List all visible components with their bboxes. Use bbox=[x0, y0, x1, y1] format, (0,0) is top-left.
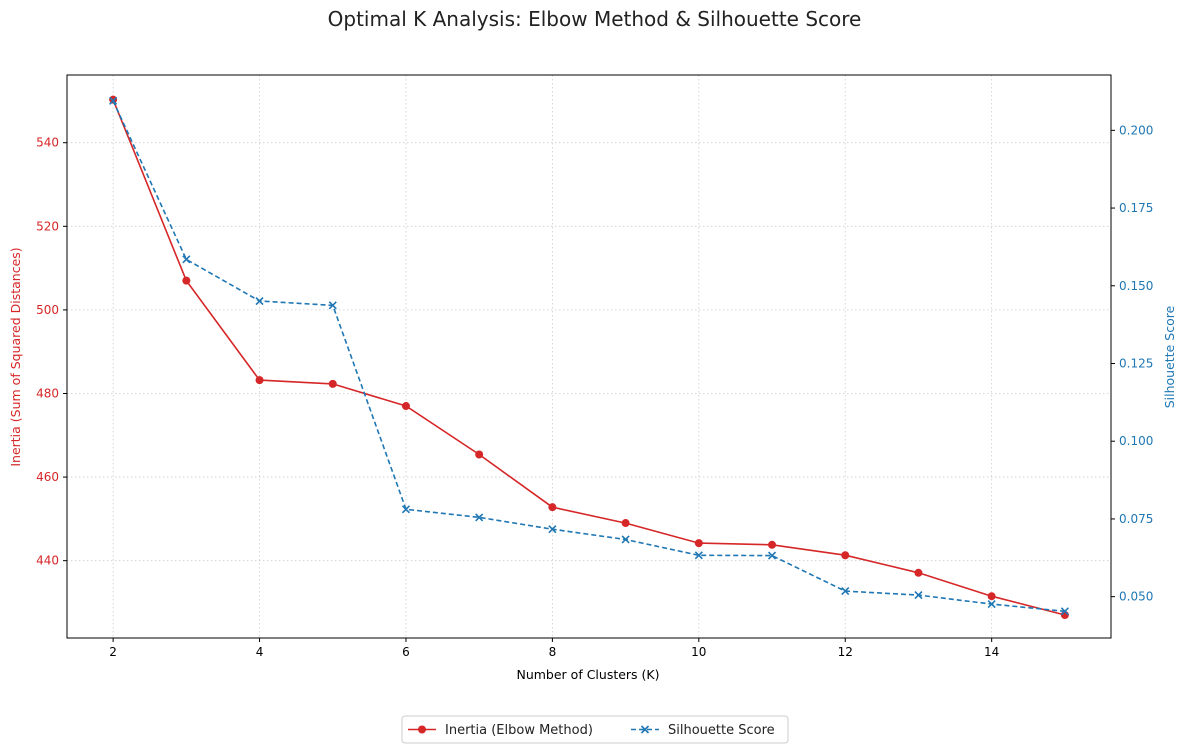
series-line-silhouette bbox=[112, 100, 1065, 613]
data-point-silhouette bbox=[987, 600, 996, 609]
x-axis-ticks: 2 4 6 8 10 12 14 bbox=[109, 638, 999, 659]
plot-series bbox=[109, 95, 1069, 620]
data-point-inertia bbox=[109, 95, 118, 104]
right-tick-label: 0.050 bbox=[1119, 590, 1153, 604]
data-point-silhouette bbox=[694, 551, 703, 560]
data-point-silhouette bbox=[841, 586, 850, 596]
legend-label-inertia: Inertia (Elbow Method) bbox=[445, 723, 593, 738]
circle-marker-icon bbox=[418, 725, 426, 734]
data-point-silhouette bbox=[548, 525, 557, 534]
left-axis-ticks: 440 460 480 500 520 540 bbox=[36, 136, 67, 568]
data-point-silhouette bbox=[767, 551, 777, 560]
x-tick-label: 8 bbox=[549, 645, 557, 659]
left-axis-label: Inertia (Sum of Squared Distances) bbox=[8, 247, 23, 466]
right-tick-label: 0.175 bbox=[1119, 201, 1153, 215]
data-point-inertia bbox=[475, 450, 484, 459]
data-point-silhouette bbox=[182, 255, 191, 264]
data-point-inertia bbox=[328, 379, 337, 388]
left-tick-label: 520 bbox=[36, 219, 59, 233]
data-point-silhouette bbox=[109, 96, 118, 105]
right-tick-label: 0.100 bbox=[1119, 434, 1153, 448]
right-tick-label: 0.150 bbox=[1119, 279, 1153, 293]
x-tick-label: 6 bbox=[402, 645, 410, 659]
data-point-silhouette bbox=[1060, 607, 1069, 616]
legend-frame bbox=[401, 715, 789, 744]
left-tick-label: 480 bbox=[36, 386, 59, 400]
chart-title: Optimal K Analysis: Elbow Method & Silho… bbox=[328, 7, 862, 31]
series-line-inertia bbox=[112, 99, 1066, 616]
legend-item-silhouette: Silhouette Score bbox=[631, 723, 775, 738]
data-point-inertia bbox=[768, 540, 777, 549]
data-point-inertia bbox=[255, 376, 264, 385]
data-point-inertia bbox=[548, 503, 557, 512]
legend-label-silhouette: Silhouette Score bbox=[668, 723, 775, 738]
right-tick-label: 0.200 bbox=[1119, 123, 1153, 137]
data-point-inertia bbox=[694, 539, 703, 548]
x-tick-label: 14 bbox=[984, 645, 999, 659]
right-tick-label: 0.125 bbox=[1119, 356, 1153, 370]
data-point-silhouette bbox=[914, 591, 923, 600]
left-tick-label: 500 bbox=[36, 303, 59, 317]
legend: Inertia (Elbow Method) Silhouette Score bbox=[401, 715, 789, 744]
legend-item-inertia: Inertia (Elbow Method) bbox=[408, 723, 593, 738]
data-point-inertia bbox=[621, 519, 630, 528]
left-tick-label: 540 bbox=[36, 136, 59, 150]
x-tick-label: 12 bbox=[838, 645, 853, 659]
x-tick-label: 10 bbox=[691, 645, 706, 659]
data-point-silhouette bbox=[621, 535, 630, 544]
right-axis-ticks: 0.050 0.075 0.100 0.125 0.150 0.175 0.200 bbox=[1111, 123, 1153, 604]
data-point-silhouette bbox=[328, 301, 337, 310]
left-tick-label: 440 bbox=[36, 554, 59, 568]
x-tick-label: 2 bbox=[109, 645, 117, 659]
data-point-silhouette bbox=[401, 505, 411, 514]
data-point-inertia bbox=[401, 402, 410, 411]
x-marker-icon bbox=[640, 725, 650, 734]
data-point-silhouette bbox=[255, 296, 264, 306]
data-point-inertia bbox=[182, 276, 191, 285]
data-point-inertia bbox=[914, 568, 923, 577]
grid bbox=[67, 75, 1111, 638]
data-point-inertia bbox=[841, 551, 850, 560]
right-tick-label: 0.075 bbox=[1119, 512, 1153, 526]
x-axis-label: Number of Clusters (K) bbox=[516, 667, 659, 682]
right-axis-label: Silhouette Score bbox=[1162, 305, 1177, 408]
data-point-silhouette bbox=[475, 513, 484, 522]
x-tick-label: 4 bbox=[256, 645, 264, 659]
plot-frame bbox=[66, 74, 1112, 639]
left-tick-label: 460 bbox=[36, 470, 59, 484]
data-point-inertia bbox=[987, 592, 996, 601]
